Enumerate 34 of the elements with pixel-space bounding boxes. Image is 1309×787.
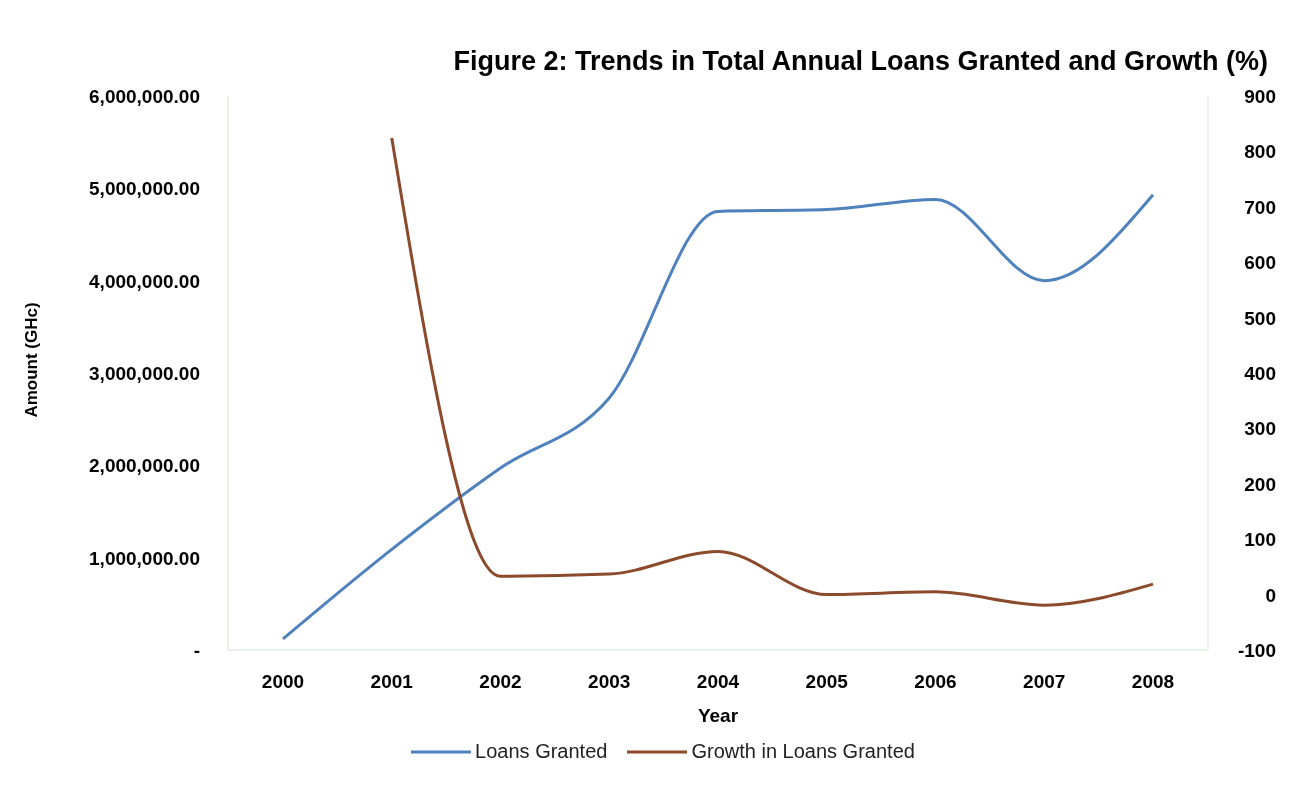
y2-tick-label: -100: [1237, 640, 1276, 661]
y-axis-title: Amount (GHc): [22, 302, 42, 418]
y-tick-label: 1,000,000.00: [89, 547, 200, 569]
y2-tick-label: 800: [1244, 141, 1276, 163]
y-tick-label: 6,000,000.00: [89, 86, 200, 107]
line-series: [281, 193, 1155, 641]
y-tick-label: -: [193, 640, 200, 661]
y-tick-label: 2,000,000.00: [89, 455, 200, 477]
line-series: [390, 136, 1155, 607]
y2-tick-label: 500: [1244, 307, 1276, 329]
x-tick-label: 2004: [696, 671, 740, 692]
x-axis-title: Year: [697, 705, 739, 726]
x-tick-label: 2001: [370, 671, 414, 692]
x-tick-label: 2006: [914, 671, 957, 692]
x-tick-label: 2007: [1023, 671, 1066, 692]
chart-title: Figure 2: Trends in Total Annual Loans Granted and Growth (%): [453, 46, 1268, 77]
y2-tick-label: 200: [1244, 473, 1276, 495]
y2-tick-label: 300: [1244, 418, 1276, 440]
y2-tick-label: 0: [1265, 584, 1276, 606]
y2-tick-label: 400: [1244, 363, 1276, 384]
y2-tick-label: 600: [1244, 252, 1276, 274]
x-tick-label: 2002: [479, 671, 522, 692]
x-tick-label: 2000: [261, 671, 305, 692]
legend-label: Growth in Loans Granted: [690, 740, 915, 763]
y2-tick-label: 700: [1244, 196, 1276, 218]
y-tick-label: 3,000,000.00: [89, 363, 200, 384]
y2-tick-label: 100: [1244, 529, 1276, 551]
y-tick-label: 5,000,000.00: [89, 178, 200, 200]
legend-label: Loans Granted: [474, 740, 608, 763]
x-tick-label: 2003: [588, 671, 631, 692]
y-tick-label: 4,000,000.00: [89, 270, 200, 292]
x-tick-label: 2008: [1131, 671, 1175, 692]
y2-tick-label: 900: [1244, 86, 1276, 107]
x-tick-label: 2005: [805, 671, 849, 692]
